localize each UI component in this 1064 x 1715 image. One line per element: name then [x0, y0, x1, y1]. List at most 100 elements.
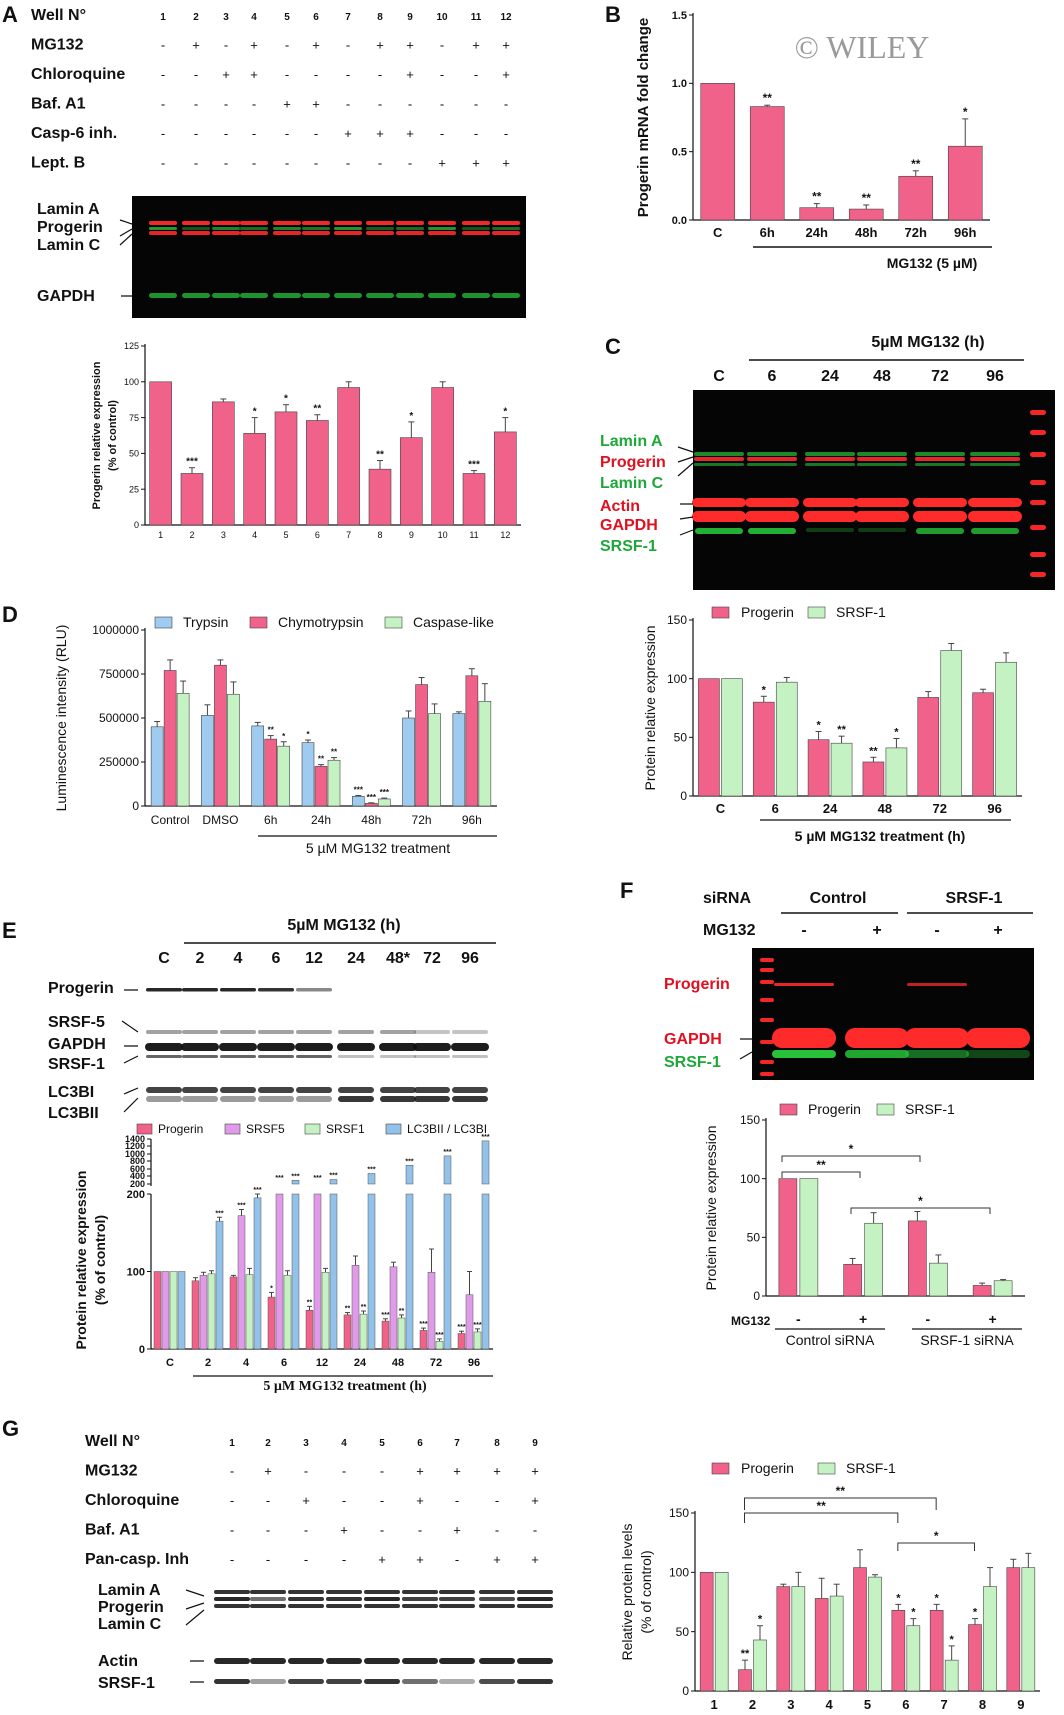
ladder-band — [760, 1060, 774, 1064]
significance-label: ** — [331, 748, 338, 757]
x-tick-label: C — [716, 801, 726, 816]
significance-label: * — [911, 1607, 916, 1619]
condition-cell: 5 — [379, 1438, 385, 1449]
lamin-c-band — [273, 231, 301, 235]
condition-cell: - — [161, 156, 165, 171]
bar — [337, 387, 360, 526]
y-axis-label: Protein relative expression — [703, 1126, 719, 1291]
gapdh-band — [428, 293, 456, 298]
x-tick-label: 24 — [823, 801, 838, 816]
y-tick-label: 0 — [682, 1684, 689, 1698]
blot-label-gapdh: GAPDH — [37, 288, 95, 305]
significance-bracket — [744, 1497, 937, 1510]
significance-label: ** — [763, 91, 773, 105]
condition-cell: + — [378, 1552, 386, 1567]
condition-cell: - — [504, 126, 508, 141]
condition-cell: + — [312, 97, 320, 112]
blot-label-lc3bi: LC3BI — [48, 1084, 94, 1101]
condition-cell: - — [252, 126, 256, 141]
bar — [776, 1586, 791, 1692]
blot-label-progerin: Progerin — [48, 980, 114, 997]
blot-label-actin: Actin — [600, 498, 640, 515]
condition-cell: - — [380, 1493, 384, 1508]
gapdh-band — [149, 293, 177, 298]
progerin-band — [220, 988, 256, 992]
significance-label: * — [973, 1607, 978, 1619]
srsf1-band — [748, 528, 796, 534]
actin-band — [855, 498, 909, 507]
progerin-band — [907, 983, 967, 986]
progerin-band — [240, 227, 268, 230]
progerin-band — [479, 1597, 515, 1601]
significance-label: ** — [399, 1308, 405, 1315]
bar — [314, 766, 328, 807]
bar — [400, 437, 423, 526]
bar-upper — [291, 1180, 300, 1185]
ladder-band — [760, 1018, 774, 1022]
legend-swatch — [711, 606, 730, 619]
significance-label: ** — [307, 1299, 313, 1306]
condition-cell: 7 — [345, 12, 351, 23]
panel-e-title: 5µM MG132 (h) — [287, 917, 400, 934]
legend-label: SRSF-1 — [846, 1460, 896, 1476]
lc3bii-band — [146, 1096, 182, 1102]
y-tick-label: 100 — [667, 672, 687, 686]
x-tick-label: 3 — [221, 530, 226, 540]
condition-cell: 3 — [223, 12, 229, 23]
srsf1-band — [772, 1050, 836, 1058]
x-tick-label: 96h — [954, 225, 976, 240]
y-tick-label: 1200 — [125, 1141, 145, 1151]
bar — [983, 1586, 997, 1692]
bar — [868, 1576, 882, 1692]
x-tick-label: 6 — [772, 801, 779, 816]
bar — [201, 715, 214, 807]
bar — [799, 207, 835, 221]
actin-band — [250, 1658, 286, 1664]
bar — [245, 1274, 254, 1350]
bar — [305, 1310, 314, 1350]
lamin-a-band — [915, 452, 965, 456]
x-tick-label: Control — [151, 813, 190, 827]
condition-cell: 12 — [500, 12, 512, 23]
srsf1-band — [858, 528, 906, 532]
srsf1-band — [905, 1050, 969, 1058]
blot-lane — [182, 221, 210, 298]
significance-label: *** — [473, 1322, 481, 1329]
condition-cell: - — [304, 1464, 308, 1479]
legend-label: SRSF-1 — [905, 1101, 955, 1117]
lamin-a-band — [479, 1590, 515, 1594]
significance-label: *** — [253, 1187, 261, 1194]
y-tick-label: 0 — [753, 1289, 760, 1303]
lamin-a-band — [366, 221, 394, 225]
y-tick-label: 75 — [129, 413, 139, 423]
x-tick-label: 10 — [438, 530, 448, 540]
blot-label-lamin-a: Lamin A — [98, 1582, 161, 1599]
gapdh-band — [966, 1028, 1030, 1048]
srsf5-band — [296, 1030, 332, 1034]
condition-row-label: MG132 — [85, 1463, 138, 1480]
lamin-a-band — [302, 221, 330, 225]
ladder-band — [760, 968, 774, 972]
gapdh-band — [845, 1028, 909, 1048]
lane-label: C — [713, 368, 725, 385]
bar — [862, 761, 885, 797]
significance-label: ** — [268, 726, 275, 735]
legend-label: Caspase-like — [413, 614, 494, 630]
gapdh-band — [396, 293, 424, 298]
progerin-band — [182, 988, 218, 992]
actin-band — [439, 1658, 475, 1664]
bar — [753, 1639, 767, 1692]
bar — [814, 1598, 829, 1692]
copyright-watermark: © WILEY — [795, 29, 930, 65]
condition-cell: 8 — [494, 1438, 500, 1449]
x-tick-label: 96 — [468, 1357, 480, 1369]
progerin-band — [302, 227, 330, 230]
blot-label-srsf1: SRSF-1 — [48, 1056, 105, 1073]
significance-label: * — [282, 732, 286, 741]
legend-label: Progerin — [808, 1101, 861, 1117]
x-tick-label: 9 — [409, 530, 414, 540]
gapdh-band — [413, 1043, 451, 1051]
y-axis-label: (% of control) — [638, 1550, 654, 1633]
x-tick-label: 1 — [158, 530, 163, 540]
